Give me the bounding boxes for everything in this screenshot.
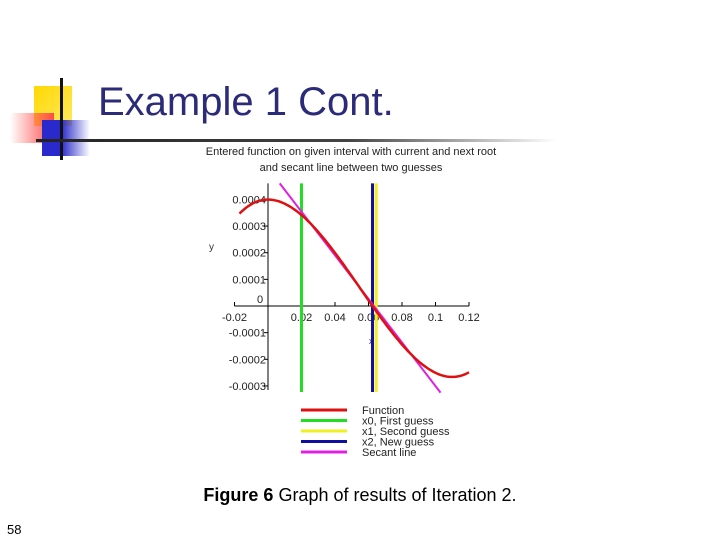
y-axis-label: y [209, 242, 214, 253]
y-tick-label: 0.0002 [232, 248, 266, 260]
x-tick-label: -0.02 [222, 312, 247, 324]
x-tick-label: 0.12 [458, 312, 479, 324]
x-tick-label: 0 [257, 294, 263, 306]
function-curve [238, 198, 470, 379]
x-tick-label: 0.04 [324, 312, 345, 324]
y-tick-label: -0.0001 [229, 328, 266, 340]
page-number: 58 [7, 522, 22, 537]
y-tick-label: 0.0003 [232, 221, 266, 233]
y-tick-label: -0.0003 [229, 381, 266, 393]
y-tick-label: 0.0004 [232, 194, 266, 206]
figure-caption: Figure 6 Graph of results of Iteration 2… [0, 485, 720, 506]
legend-label: x0, First guess [362, 416, 434, 428]
slide-title: Example 1 Cont. [98, 80, 394, 124]
chart-title-line2: and secant line between two guesses [260, 162, 443, 174]
legend-label: x2, New guess [362, 437, 435, 449]
legend-label: x1, Second guess [362, 426, 450, 438]
y-tick-label: 0.0001 [232, 274, 266, 286]
title-divider [36, 139, 556, 142]
y-tick-label: -0.0002 [229, 354, 266, 366]
deco-vertical-bar [60, 78, 63, 160]
caption-text: Graph of results of Iteration 2. [273, 485, 517, 505]
x-tick-label: 0.1 [428, 312, 443, 324]
deco-blue-square [42, 120, 90, 156]
caption-label: Figure 6 [203, 485, 274, 505]
chart-title-line1: Entered function on given interval with … [206, 146, 496, 158]
legend-label: Secant line [362, 447, 416, 459]
x-tick-label: 0.08 [391, 312, 412, 324]
legend-label: Function [362, 405, 404, 417]
